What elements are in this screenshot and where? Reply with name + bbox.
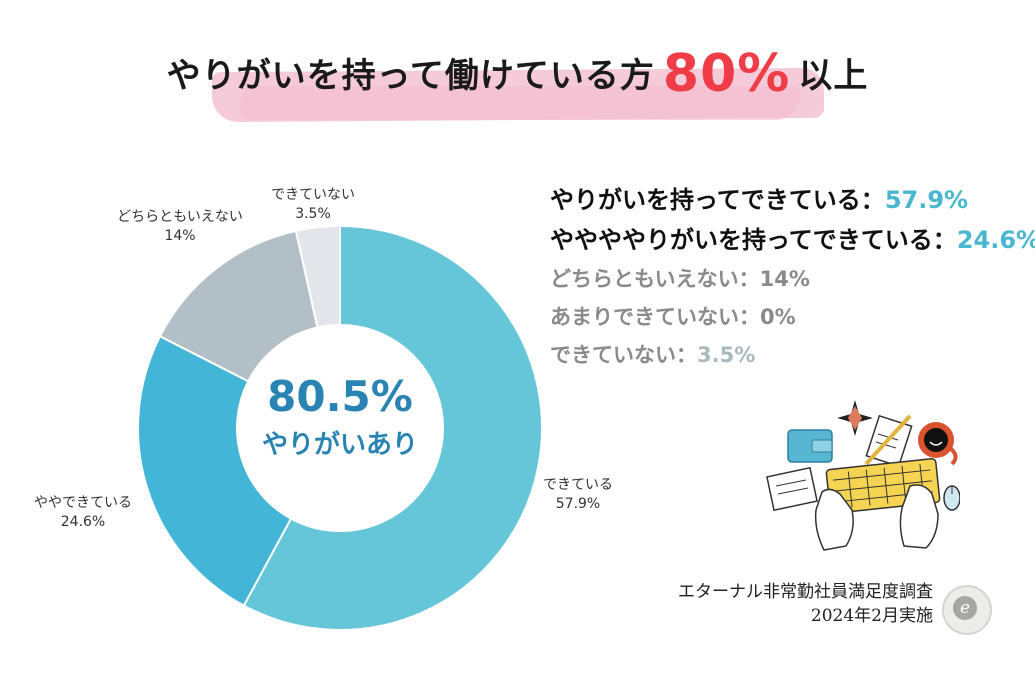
center-value: 80.5% — [267, 372, 413, 421]
legend-label: できていない： — [550, 343, 697, 367]
wallet-icon — [787, 429, 833, 463]
slice-label-dekiteiru: できている 57.9% — [538, 476, 618, 514]
seal-inner: e — [953, 596, 977, 620]
slice-label-dochira: どちらともいえない 14% — [94, 208, 266, 246]
slice-label-dekiteinai: できていない 3.5% — [258, 186, 368, 224]
legend-value: 24.6% — [956, 226, 1035, 254]
slice-dekiteiru — [242, 224, 543, 631]
compass-icon — [837, 400, 873, 436]
legend-item: あまりできていない：0% — [550, 298, 1035, 336]
legend-value: 57.9% — [884, 186, 969, 214]
center-caption: やりがいあり — [261, 430, 418, 460]
legend-value: 3.5% — [697, 343, 756, 367]
source-note: エターナル非常勤社員満足度調査 2024年2月実施 — [678, 580, 933, 628]
slice-label-yaya: ややできている 24.6% — [20, 494, 146, 532]
legend-label: やりがいを持ってできている： — [550, 186, 885, 214]
legend-label: あまりできていない： — [550, 305, 760, 329]
title-highlight-value: 80% — [662, 44, 791, 104]
legend-item: ややややりがいを持ってできている：24.6% — [550, 220, 1035, 260]
slice-value: 24.6% — [60, 514, 106, 530]
source-title: エターナル非常勤社員満足度調査 — [678, 582, 933, 602]
donut-chart — [137, 224, 543, 631]
desk-keyboard-illustration — [766, 400, 960, 551]
mouse-icon — [943, 485, 960, 511]
title-text-after: 以上 — [798, 56, 869, 96]
hands-icon — [814, 484, 939, 551]
legend-label: ややややりがいを持ってできている： — [550, 226, 957, 254]
legend-item: やりがいを持ってできている：57.9% — [550, 180, 1035, 220]
source-date: 2024年2月実施 — [810, 606, 933, 626]
slice-category: どちらともいえない — [117, 209, 243, 225]
title-highlight-brush-inner — [240, 86, 800, 120]
donut-center: 80.5% やりがいあり — [240, 372, 440, 462]
notepad-pencil-icon — [864, 414, 913, 468]
title-text-before: やりがいを持って働けている方 — [166, 56, 655, 96]
slice-value: 57.9% — [555, 496, 601, 512]
coffee-mug-icon — [918, 422, 958, 466]
paper-sheet-icon — [766, 466, 818, 512]
legend: やりがいを持ってできている：57.9% ややややりがいを持ってできている：24.… — [550, 180, 1035, 374]
legend-item: どちらともいえない：14% — [550, 260, 1035, 298]
page-title: やりがいを持って働けている方 80% 以上 — [0, 44, 1035, 104]
slice-value: 14% — [164, 228, 196, 244]
eternal-seal-icon: e — [942, 585, 992, 635]
slice-value: 3.5% — [295, 206, 331, 222]
legend-value: 14% — [759, 267, 810, 291]
slice-category: できている — [543, 477, 613, 493]
slice-category: ややできている — [34, 495, 132, 511]
slice-dekiteinai — [294, 224, 341, 329]
legend-item: できていない：3.5% — [550, 336, 1035, 374]
slice-category: できていない — [271, 187, 355, 203]
legend-value: 0% — [760, 305, 796, 329]
slice-dochira — [158, 229, 319, 383]
legend-label: どちらともいえない： — [550, 267, 760, 291]
slice-yaya — [137, 334, 293, 607]
title-banner: やりがいを持って働けている方 80% 以上 — [0, 38, 1035, 128]
